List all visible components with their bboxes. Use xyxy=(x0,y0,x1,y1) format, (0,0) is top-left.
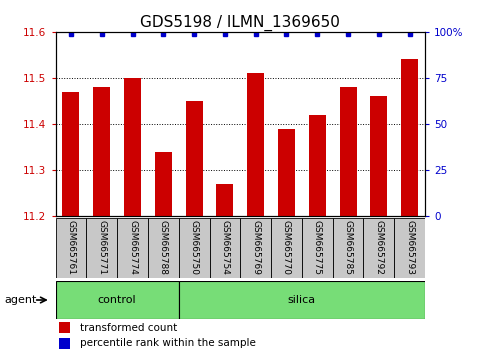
Bar xyxy=(240,218,271,278)
Bar xyxy=(86,218,117,278)
Bar xyxy=(210,218,240,278)
Text: GSM665774: GSM665774 xyxy=(128,220,137,275)
Bar xyxy=(124,78,141,216)
Text: GSM665793: GSM665793 xyxy=(405,220,414,275)
Bar xyxy=(364,218,394,278)
Bar xyxy=(155,152,172,216)
Bar xyxy=(216,184,233,216)
Text: GSM665788: GSM665788 xyxy=(159,220,168,275)
Bar xyxy=(148,218,179,278)
Bar xyxy=(56,218,86,278)
Bar xyxy=(340,87,356,216)
Bar xyxy=(179,281,425,319)
Bar xyxy=(93,87,110,216)
Bar xyxy=(247,73,264,216)
Text: GSM665792: GSM665792 xyxy=(374,220,384,275)
Title: GDS5198 / ILMN_1369650: GDS5198 / ILMN_1369650 xyxy=(141,14,340,30)
Bar xyxy=(394,218,425,278)
Text: GSM665775: GSM665775 xyxy=(313,220,322,275)
Bar xyxy=(62,92,79,216)
Bar xyxy=(302,218,333,278)
Bar xyxy=(401,59,418,216)
Text: GSM665771: GSM665771 xyxy=(97,220,106,275)
Text: control: control xyxy=(98,295,136,305)
Text: GSM665785: GSM665785 xyxy=(343,220,353,275)
Text: transformed count: transformed count xyxy=(80,322,177,332)
Bar xyxy=(309,115,326,216)
Bar xyxy=(278,129,295,216)
Bar xyxy=(56,281,179,319)
Bar xyxy=(185,101,202,216)
Bar xyxy=(370,96,387,216)
Bar xyxy=(117,218,148,278)
Bar xyxy=(333,218,364,278)
Bar xyxy=(271,218,302,278)
Bar xyxy=(179,218,210,278)
Text: GSM665761: GSM665761 xyxy=(67,220,75,275)
Text: GSM665770: GSM665770 xyxy=(282,220,291,275)
Text: GSM665754: GSM665754 xyxy=(220,220,229,275)
Text: silica: silica xyxy=(288,295,316,305)
Bar xyxy=(59,322,71,333)
Text: GSM665750: GSM665750 xyxy=(190,220,199,275)
Text: percentile rank within the sample: percentile rank within the sample xyxy=(80,338,256,348)
Bar xyxy=(59,338,71,349)
Text: GSM665769: GSM665769 xyxy=(251,220,260,275)
Text: agent: agent xyxy=(5,295,37,305)
